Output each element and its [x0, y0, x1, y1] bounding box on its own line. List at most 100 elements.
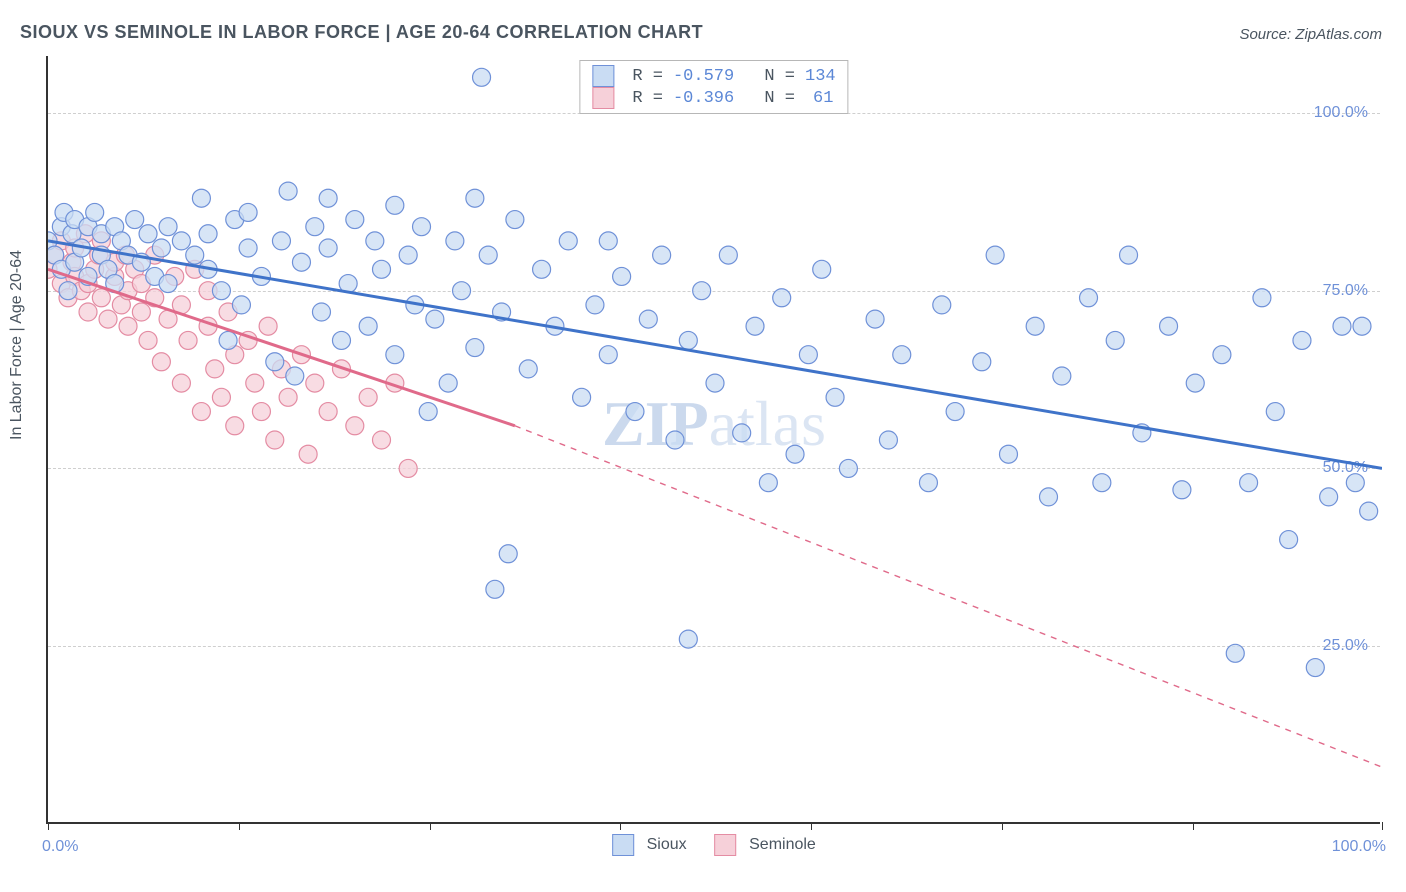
- data-point: [439, 374, 457, 392]
- data-point: [933, 296, 951, 314]
- x-tick: [430, 822, 431, 830]
- data-point: [386, 346, 404, 364]
- source-label: Source: ZipAtlas.com: [1239, 26, 1382, 43]
- data-point: [1040, 488, 1058, 506]
- data-point: [206, 360, 224, 378]
- data-point: [252, 403, 270, 421]
- data-point: [119, 317, 137, 335]
- data-point: [346, 417, 364, 435]
- data-point: [946, 403, 964, 421]
- data-point: [479, 246, 497, 264]
- data-point: [386, 196, 404, 214]
- data-point: [1240, 474, 1258, 492]
- data-point: [519, 360, 537, 378]
- data-point: [559, 232, 577, 250]
- data-point: [152, 239, 170, 257]
- data-point: [199, 225, 217, 243]
- data-point: [413, 218, 431, 236]
- data-point: [1106, 331, 1124, 349]
- data-point: [399, 459, 417, 477]
- data-point: [399, 246, 417, 264]
- data-point: [226, 417, 244, 435]
- n-label: N =: [764, 89, 795, 108]
- data-point: [693, 282, 711, 300]
- data-point: [1320, 488, 1338, 506]
- data-point: [239, 203, 257, 221]
- r-label: R =: [632, 89, 663, 108]
- data-point: [319, 239, 337, 257]
- sioux-r-value: -0.579: [673, 67, 734, 86]
- data-point: [813, 260, 831, 278]
- data-point: [279, 388, 297, 406]
- data-point: [172, 374, 190, 392]
- data-point: [246, 374, 264, 392]
- y-axis-label: In Labor Force | Age 20-64: [8, 250, 26, 440]
- legend-item-seminole: Seminole: [715, 834, 816, 856]
- data-point: [92, 289, 110, 307]
- x-tick: [811, 822, 812, 830]
- data-point: [286, 367, 304, 385]
- data-point: [453, 282, 471, 300]
- sioux-label: Sioux: [647, 836, 687, 853]
- data-point: [613, 267, 631, 285]
- trend-line: [48, 241, 1382, 469]
- data-point: [719, 246, 737, 264]
- data-point: [1253, 289, 1271, 307]
- data-point: [346, 211, 364, 229]
- data-point: [533, 260, 551, 278]
- data-point: [212, 388, 230, 406]
- data-point: [973, 353, 991, 371]
- x-tick: [1193, 822, 1194, 830]
- data-point: [639, 310, 657, 328]
- x-tick: [239, 822, 240, 830]
- data-point: [599, 232, 617, 250]
- n-label: N =: [764, 67, 795, 86]
- sioux-n-value: 134: [805, 67, 836, 86]
- data-point: [306, 374, 324, 392]
- data-point: [159, 275, 177, 293]
- data-point: [706, 374, 724, 392]
- data-point: [679, 630, 697, 648]
- data-point: [839, 459, 857, 477]
- legend-item-sioux: Sioux: [612, 834, 686, 856]
- data-point: [1093, 474, 1111, 492]
- x-axis-max-label: 100.0%: [1332, 838, 1386, 856]
- data-point: [319, 403, 337, 421]
- data-point: [426, 310, 444, 328]
- data-point: [986, 246, 1004, 264]
- data-point: [1280, 531, 1298, 549]
- data-point: [186, 246, 204, 264]
- r-label: R =: [632, 67, 663, 86]
- data-point: [59, 282, 77, 300]
- data-point: [212, 282, 230, 300]
- data-point: [486, 580, 504, 598]
- data-point: [373, 431, 391, 449]
- chart-title: SIOUX VS SEMINOLE IN LABOR FORCE | AGE 2…: [20, 22, 703, 43]
- data-point: [373, 260, 391, 278]
- data-point: [733, 424, 751, 442]
- data-point: [192, 403, 210, 421]
- data-point: [239, 239, 257, 257]
- data-point: [1026, 317, 1044, 335]
- seminole-r-value: -0.396: [673, 89, 734, 108]
- data-point: [999, 445, 1017, 463]
- data-point: [919, 474, 937, 492]
- data-point: [359, 317, 377, 335]
- data-point: [893, 346, 911, 364]
- data-point: [746, 317, 764, 335]
- legend-row-sioux: R = -0.579 N = 134: [592, 65, 835, 87]
- data-point: [179, 331, 197, 349]
- data-point: [312, 303, 330, 321]
- data-point: [506, 211, 524, 229]
- x-tick: [620, 822, 621, 830]
- data-point: [292, 253, 310, 271]
- data-point: [139, 331, 157, 349]
- data-point: [1346, 474, 1364, 492]
- x-tick: [48, 822, 49, 830]
- data-point: [1353, 317, 1371, 335]
- data-point: [1173, 481, 1191, 499]
- data-point: [473, 68, 491, 86]
- series-legend: Sioux Seminole: [612, 834, 816, 856]
- data-point: [1226, 644, 1244, 662]
- data-point: [773, 289, 791, 307]
